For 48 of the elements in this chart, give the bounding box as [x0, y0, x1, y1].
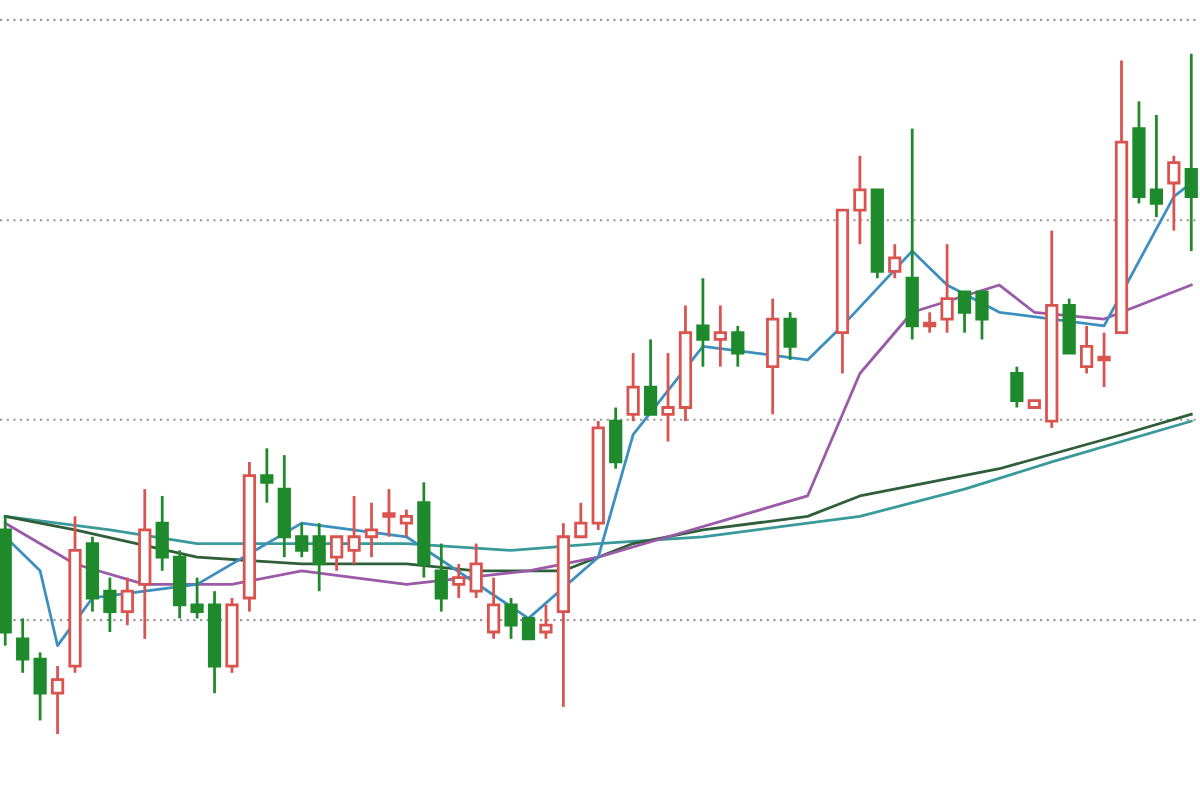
candlestick — [1062, 297, 1076, 355]
candlestick — [661, 351, 675, 443]
candlestick — [16, 617, 30, 675]
candlestick — [713, 304, 727, 369]
candlestick — [120, 576, 134, 627]
candlestick — [766, 297, 780, 416]
candlestick — [260, 446, 274, 505]
candlestick — [33, 651, 47, 722]
candlestick — [1080, 324, 1094, 375]
candlestick — [1010, 365, 1024, 409]
candlestick — [1184, 52, 1198, 253]
candlestick — [399, 508, 414, 539]
candlestick — [975, 290, 989, 341]
candlestick — [626, 351, 640, 423]
candlestick — [103, 576, 117, 634]
candlestick — [330, 535, 344, 573]
candlestick — [173, 548, 187, 620]
candlestick — [905, 127, 919, 341]
candlestick — [295, 521, 309, 559]
candlestick — [486, 576, 501, 641]
candlestick — [434, 542, 448, 613]
candlestick — [469, 542, 483, 600]
candlestick — [277, 453, 291, 559]
candlestick — [539, 603, 553, 641]
candlestick — [1149, 113, 1164, 219]
candlestick — [888, 242, 902, 280]
candlestick — [312, 521, 326, 593]
candlestick — [452, 562, 466, 600]
candlestick — [364, 501, 379, 559]
candlestick — [190, 576, 204, 620]
candlestick — [574, 501, 588, 539]
candlestick — [1167, 154, 1181, 233]
candlestick — [609, 406, 623, 471]
candlestick — [696, 276, 710, 369]
candlestick — [923, 310, 937, 335]
candlestick — [853, 154, 867, 246]
candlestick — [957, 290, 972, 335]
candlestick — [347, 494, 361, 566]
candlestick — [50, 664, 65, 736]
candlestick — [643, 338, 658, 416]
candlestick — [731, 324, 745, 369]
candlestick — [382, 487, 396, 539]
candlestick — [155, 494, 169, 573]
candlestick — [504, 596, 518, 641]
candlestick — [940, 242, 954, 335]
candlestick — [521, 617, 536, 641]
candlestick — [1097, 331, 1111, 389]
candlestick — [783, 310, 797, 362]
